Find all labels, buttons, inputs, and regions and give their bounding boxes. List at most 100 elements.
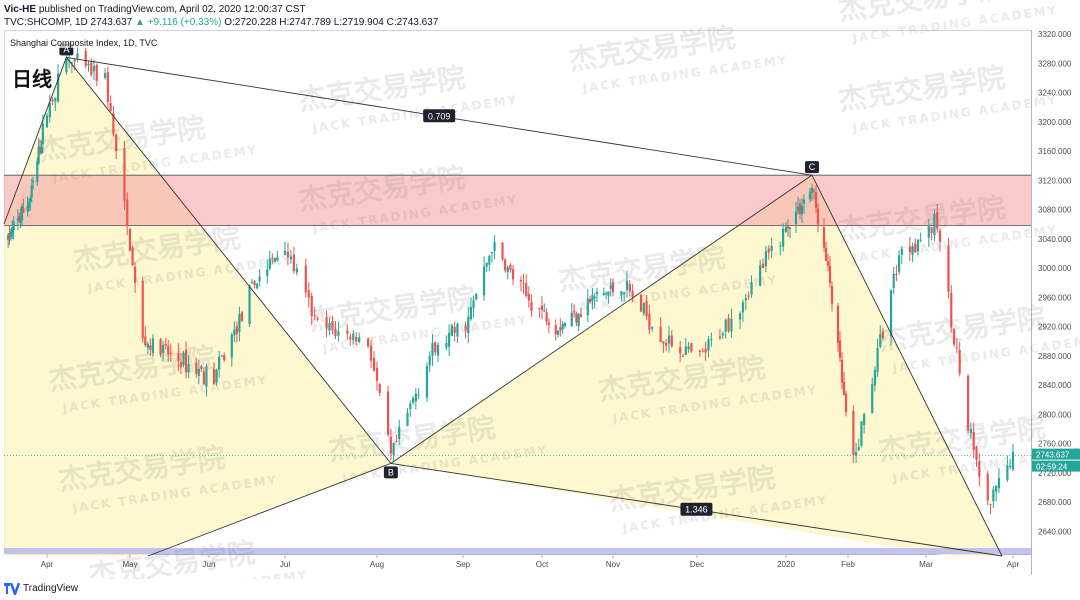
candle-body (701, 350, 704, 352)
candle-body (112, 113, 115, 134)
candle (123, 141, 126, 211)
candle (18, 212, 21, 223)
candle-body (595, 291, 599, 295)
candle (586, 289, 589, 323)
candle (467, 307, 470, 344)
author-name[interactable]: Vic-HE (4, 4, 37, 15)
candle (623, 291, 626, 302)
candle-body (952, 328, 956, 345)
candle-body (30, 185, 33, 198)
y-tick-label: 3200.000 (1038, 118, 1072, 127)
ratio-label-ac[interactable]: 0.709 (423, 109, 456, 123)
candle (767, 245, 770, 260)
candle-body (559, 327, 562, 331)
candle-body (149, 345, 152, 351)
chart-header: Vic-HE published on TradingView.com, Apr… (0, 0, 1080, 30)
candle-body (65, 58, 68, 73)
leg-bc-line[interactable] (390, 174, 813, 464)
candle (250, 278, 254, 285)
candle-body (860, 421, 863, 446)
candle-body (1011, 451, 1015, 470)
candle-body (591, 294, 594, 302)
candle-body (972, 431, 975, 450)
candle (475, 293, 478, 301)
candle-body (395, 441, 398, 443)
candle-body (927, 226, 930, 238)
candle (431, 334, 434, 367)
candle-body (1009, 465, 1012, 467)
candle (958, 341, 961, 377)
candle (794, 201, 798, 233)
candle-body (434, 341, 437, 353)
candle-body (665, 342, 668, 346)
candle-body (679, 347, 682, 354)
candle (727, 313, 730, 334)
leg-b-low-line[interactable] (147, 462, 392, 557)
candle (271, 253, 274, 265)
candle (159, 337, 162, 358)
candle (202, 367, 206, 385)
candle-body (22, 208, 25, 213)
candle-body (770, 246, 773, 251)
candle (409, 400, 412, 417)
candle-body (989, 503, 992, 505)
leg-xa-line[interactable] (3, 57, 67, 225)
candle (109, 95, 112, 112)
candle (836, 303, 840, 352)
candle (106, 66, 109, 108)
point-c-label-text: C (809, 162, 816, 172)
candle (679, 341, 682, 363)
candle (916, 239, 920, 256)
candle-body (930, 227, 933, 233)
candle-body (167, 345, 170, 355)
footer-brand[interactable]: TradingView (23, 583, 79, 594)
point-b-label[interactable]: B (383, 466, 398, 479)
candle-body (276, 257, 279, 261)
candle (741, 299, 745, 323)
candle-body (292, 254, 296, 272)
y-tick-label: 3080.000 (1038, 206, 1072, 215)
candle (205, 363, 208, 397)
resistance-zone[interactable] (4, 175, 1031, 226)
candle (779, 241, 782, 256)
candle-body (392, 442, 395, 455)
candle-body (667, 335, 671, 344)
candle (955, 338, 958, 354)
candle-body (346, 330, 349, 334)
candle (759, 259, 762, 287)
candle (115, 133, 118, 160)
candle-body (933, 214, 936, 236)
candle-body (938, 230, 942, 242)
candle-body (639, 294, 643, 312)
candle-body (425, 366, 429, 398)
candle-body (786, 226, 790, 229)
bcd-triangle-fill (390, 175, 1002, 556)
candle-body (744, 297, 747, 301)
candle (651, 326, 654, 332)
ratio-label-bd[interactable]: 1.346 (680, 502, 713, 516)
candle (352, 330, 355, 345)
candle-body (844, 393, 848, 413)
candle-body (409, 403, 412, 410)
candle-body (563, 322, 567, 327)
leg-cd-line[interactable] (811, 174, 1003, 557)
candle-body (727, 317, 730, 332)
candle (1006, 455, 1009, 483)
y-tick-label: 2680.000 (1038, 498, 1072, 507)
candle (295, 263, 298, 276)
candle-body (233, 329, 236, 336)
candle-body (283, 250, 287, 255)
point-c-label[interactable]: C (805, 161, 819, 174)
candle-body (588, 299, 592, 303)
candle (169, 343, 172, 362)
candle-body (707, 339, 710, 351)
candle-body (475, 294, 478, 300)
candle-body (51, 99, 54, 102)
leg-ab-line[interactable] (66, 57, 392, 464)
candle (761, 258, 765, 269)
candle (141, 276, 144, 343)
candle (642, 302, 645, 316)
candle-body (579, 314, 583, 317)
